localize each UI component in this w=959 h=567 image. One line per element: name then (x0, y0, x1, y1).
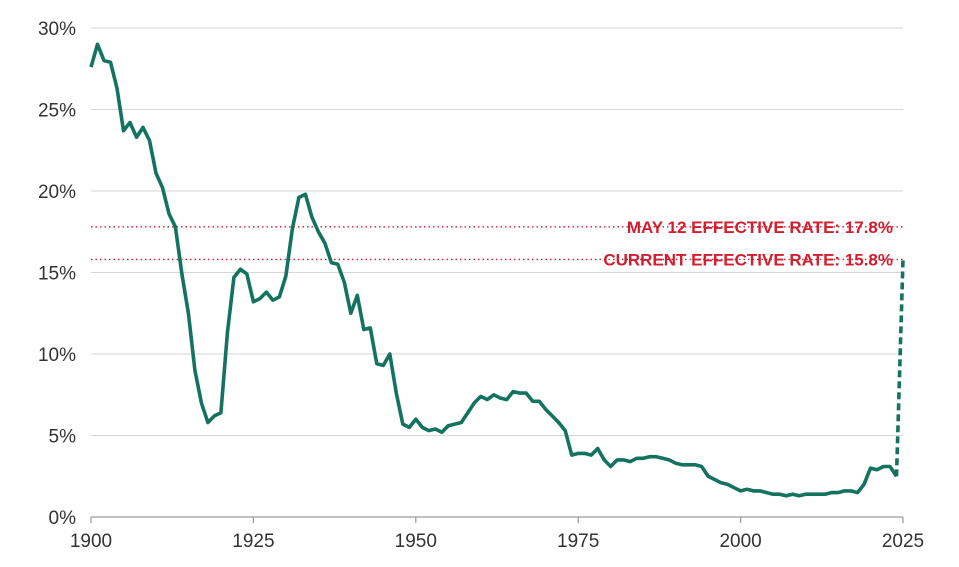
x-tick-label: 1900 (70, 531, 112, 552)
x-tick-label: 1975 (557, 531, 599, 552)
y-tick-label: 30% (38, 19, 76, 40)
x-tick-label: 2000 (719, 531, 761, 552)
reference-line-label: MAY 12 EFFECTIVE RATE: 17.8% (627, 218, 893, 237)
y-tick-label: 5% (49, 427, 77, 448)
y-tick-label: 10% (38, 345, 76, 366)
series-line (89, 42, 899, 498)
series-line-projected (894, 259, 905, 477)
y-tick-label: 20% (38, 182, 76, 203)
axes: 0% 5% 10% 15% 20% 25% 30% 1900 1925 1950 1975 2000 2… (38, 19, 924, 552)
x-tick-label: 1925 (232, 531, 274, 552)
reference-lines: MAY 12 EFFECTIVE RATE: 17.8% CURRENT EFFE… (91, 218, 903, 269)
reference-line-label: CURRENT EFFECTIVE RATE: 15.8% (603, 250, 893, 269)
y-tick-label: 15% (38, 264, 76, 285)
x-tick-label: 2025 (882, 531, 924, 552)
y-tick-label: 0% (49, 508, 77, 529)
series (89, 42, 905, 498)
x-tick-label: 1950 (395, 531, 437, 552)
y-tick-label: 25% (38, 101, 76, 122)
